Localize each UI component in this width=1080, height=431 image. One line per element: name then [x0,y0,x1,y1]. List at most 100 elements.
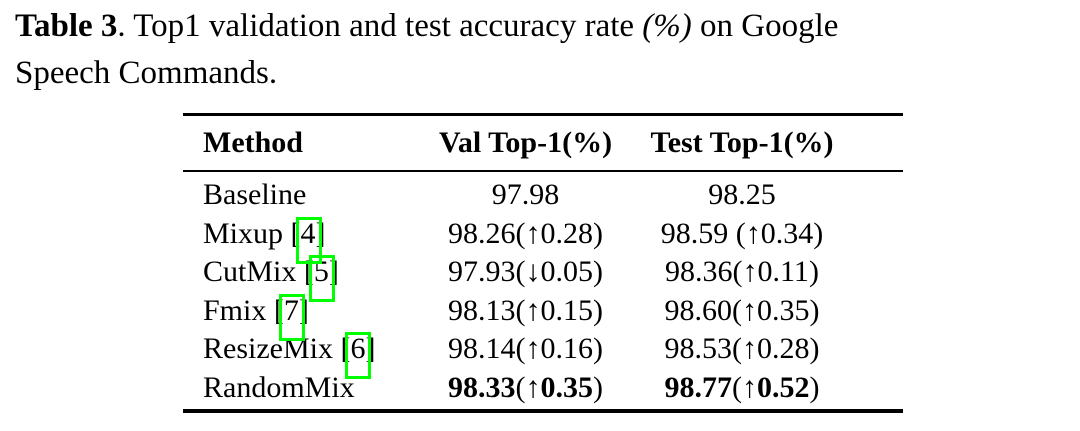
val-top1-cell: 98.26(↑0.28) [413,217,638,251]
table-row-baseline: Baseline 97.98 98.25 [183,176,903,215]
caption-text-mid: . Top1 validation and test accuracy rate [117,8,643,44]
val-top1-cell: 98.14(↑0.16) [413,332,638,366]
method-name: Mixup [ [203,216,301,250]
citation-number: 7 [283,293,299,327]
table-top-rule [183,113,903,116]
val-top1-cell: 98.33(↑0.35) [413,371,638,405]
val-top1-cell: 97.98 [413,178,638,212]
test-top1-cell: 98.59 (↑0.34) [638,217,903,251]
method-cell: ResizeMix [6] [183,332,413,380]
test-close-paren: ) [808,255,819,289]
test-delta: 0.28 [757,332,810,366]
val-close-paren: ) [593,255,603,289]
method-cell: RandomMix [183,371,413,405]
test-arrow: (↑ [732,332,757,366]
citation-link-box[interactable]: 4 [295,216,322,264]
test-arrow: (↑ [732,370,757,404]
val-delta: 0.15 [540,293,594,327]
caption-text-end: on Google [691,8,839,44]
method-cell: Fmix [7] [183,293,413,341]
citation-number: 6 [350,332,366,366]
table-header-row: Method Val Top-1(%) Test Top-1(%) [183,116,903,170]
table-mid-rule [183,170,903,172]
method-cell: CutMix [5] [183,255,413,303]
citation-number: 5 [313,255,329,289]
caption-line-2: Speech Commands. [15,55,278,91]
method-name: RandomMix [203,370,355,404]
test-top1-cell: 98.36(↑0.11) [638,255,903,289]
table-body: Baseline 97.98 98.25 Mixup [4] 98.26(↑0.… [183,172,903,409]
val-arrow: (↑ [515,216,541,250]
test-top1-cell: 98.25 [638,178,903,212]
test-close-paren: ) [809,293,820,327]
method-cell: Baseline [183,178,413,212]
test-main: 98.77 [664,370,733,404]
citation-link-box[interactable]: 6 [345,332,372,380]
test-top1-cell: 98.77(↑0.52) [638,371,903,405]
citation-number: 4 [300,216,316,250]
test-top1-cell: 98.53(↑0.28) [638,332,903,366]
test-arrow: (↑ [732,293,757,327]
val-delta: 0.16 [540,332,594,366]
val-arrow: (↑ [515,370,541,404]
method-bracket: ] [315,216,326,250]
test-main: 98.25 [708,178,776,212]
val-top1-cell: 97.93(↓0.05) [413,255,638,289]
val-delta: 0.35 [540,370,594,404]
column-header-val-top1: Val Top-1(%) [438,126,613,159]
test-delta: 0.34 [760,216,814,250]
method-bracket: ] [328,255,339,289]
val-delta: 0.05 [540,255,594,289]
method-bracket: ] [298,293,309,327]
test-arrow: (↑ [732,255,758,289]
val-main: 97.98 [491,178,560,212]
val-main: 98.14 [448,332,516,366]
method-name: Baseline [203,178,307,212]
table-bottom-rule [183,409,903,413]
val-close-paren: ) [593,293,603,327]
test-delta: 0.11 [757,255,809,289]
test-arrow: (↑ [728,216,761,250]
val-delta: 0.28 [540,216,594,250]
val-top1-cell: 98.13(↑0.15) [413,294,638,328]
test-main: 98.60 [664,293,733,327]
val-arrow: (↑ [515,332,541,366]
table-row-resizemix: ResizeMix [6] 98.14(↑0.16) 98.53(↑0.28) [183,330,903,380]
citation-link-box[interactable]: 7 [278,293,305,341]
test-close-paren: ) [813,216,824,250]
val-main: 98.13 [448,293,516,327]
table-row-randommix: RandomMix 98.33(↑0.35) 98.77(↑0.52) [183,369,903,408]
val-close-paren: ) [593,216,603,250]
method-name: Fmix [ [203,293,284,327]
val-close-paren: ) [593,370,603,404]
column-header-test-top1: Test Top-1(%) [650,126,834,159]
results-table: Method Val Top-1(%) Test Top-1(%) Baseli… [183,113,903,413]
citation-link-box[interactable]: 5 [308,255,335,303]
val-main: 97.93 [448,255,516,289]
test-delta: 0.35 [757,293,810,327]
column-header-method: Method [203,126,303,159]
test-close-paren: ) [809,332,820,366]
caption-label: Table 3 [15,8,118,44]
test-main: 98.36 [665,255,733,289]
caption-percent: (%) [642,8,692,44]
method-name: ResizeMix [ [203,332,351,366]
table-row-fmix: Fmix [7] 98.13(↑0.15) 98.60(↑0.35) [183,292,903,341]
test-top1-cell: 98.60(↑0.35) [638,294,903,328]
method-name: CutMix [ [203,255,314,289]
table-row-mixup: Mixup [4] 98.26(↑0.28) 98.59 (↑0.34) [183,215,903,264]
val-close-paren: ) [593,332,603,366]
val-main: 98.26 [448,216,516,250]
val-main: 98.33 [448,370,516,404]
table-caption: Table 3. Top1 validation and test accura… [15,3,838,97]
test-close-paren: ) [809,370,820,404]
method-cell: Mixup [4] [183,216,413,264]
table-row-cutmix: CutMix [5] 97.93(↓0.05) 98.36(↑0.11) [183,253,903,303]
caption-line-1: Table 3. Top1 validation and test accura… [15,3,838,50]
test-main: 98.53 [664,332,733,366]
test-delta: 0.52 [757,370,810,404]
val-arrow: (↓ [515,255,541,289]
method-bracket: ] [365,332,376,366]
val-arrow: (↑ [515,293,541,327]
test-main: 98.59 [660,216,729,250]
